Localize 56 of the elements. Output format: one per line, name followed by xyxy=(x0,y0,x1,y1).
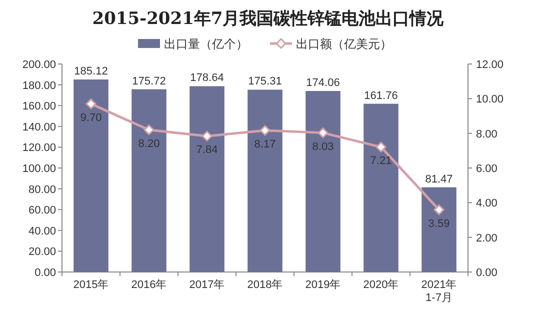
y-tick-label: 100.00 xyxy=(22,163,56,175)
point xyxy=(434,204,444,216)
y-tick-label: 160.00 xyxy=(22,100,56,113)
bar xyxy=(190,86,224,272)
y-tick-label: 20.00 xyxy=(28,246,56,258)
data-label: 7.84 xyxy=(196,144,218,156)
legend-label: 出口额（亿美元） xyxy=(296,37,392,51)
point xyxy=(318,128,328,138)
bar xyxy=(132,89,166,272)
x-tick-label: 2016年 xyxy=(131,279,167,291)
data-label: 175.72 xyxy=(132,75,166,88)
data-label: 161.76 xyxy=(364,90,398,102)
y2-tick-label: 0.00 xyxy=(476,267,498,279)
data-label: 9.70 xyxy=(80,112,102,124)
data-label: 175.31 xyxy=(248,76,282,88)
data-label: 8.20 xyxy=(138,138,160,150)
data-label: 3.59 xyxy=(428,218,450,230)
point xyxy=(202,130,212,142)
bar xyxy=(422,187,456,272)
y2-tick-label: 12.00 xyxy=(476,59,504,71)
point xyxy=(86,98,96,110)
y-tick-label: 60.00 xyxy=(28,204,56,217)
data-label: 174.06 xyxy=(306,76,340,89)
data-label: 81.47 xyxy=(425,173,453,186)
data-label: 178.64 xyxy=(190,72,224,84)
bar xyxy=(306,90,340,272)
legend-label: 出口量（亿个） xyxy=(164,37,248,51)
data-label: 7.21 xyxy=(370,155,392,168)
y-tick-label: 180.00 xyxy=(22,80,56,92)
x-tick-label: 2015年 xyxy=(73,279,109,291)
y2-tick-label: 2.00 xyxy=(476,232,498,244)
bar xyxy=(364,104,398,272)
y-tick-label: 140.00 xyxy=(22,121,56,134)
data-label: 8.17 xyxy=(254,138,276,150)
data-label: 8.03 xyxy=(312,140,334,153)
x-tick-label: 2017年 xyxy=(189,279,225,291)
y2-tick-label: 4.00 xyxy=(476,198,498,210)
x-tick-label: 2019年 xyxy=(305,279,341,291)
bar xyxy=(248,90,282,272)
point xyxy=(260,125,270,136)
y2-tick-label: 6.00 xyxy=(476,163,498,175)
data-label: 185.12 xyxy=(74,65,108,78)
x-tick-label: 2021年1-7月 xyxy=(421,279,457,304)
x-tick-label: 2020年 xyxy=(363,279,399,291)
x-tick-label: 2018年 xyxy=(247,279,283,291)
y2-tick-label: 10.00 xyxy=(476,94,504,106)
chart-title: 2015-2021年7月我国碳性锌锰电池出口情况 xyxy=(92,9,445,29)
y-tick-label: 120.00 xyxy=(22,142,56,154)
point xyxy=(376,142,386,152)
y-tick-label: 40.00 xyxy=(28,225,56,238)
y-tick-label: 80.00 xyxy=(28,184,56,196)
y-tick-label: 200.00 xyxy=(22,59,56,71)
point xyxy=(144,124,154,136)
y2-tick-label: 8.00 xyxy=(476,128,498,140)
y-tick-label: 0.00 xyxy=(34,267,56,279)
bar xyxy=(74,79,108,272)
